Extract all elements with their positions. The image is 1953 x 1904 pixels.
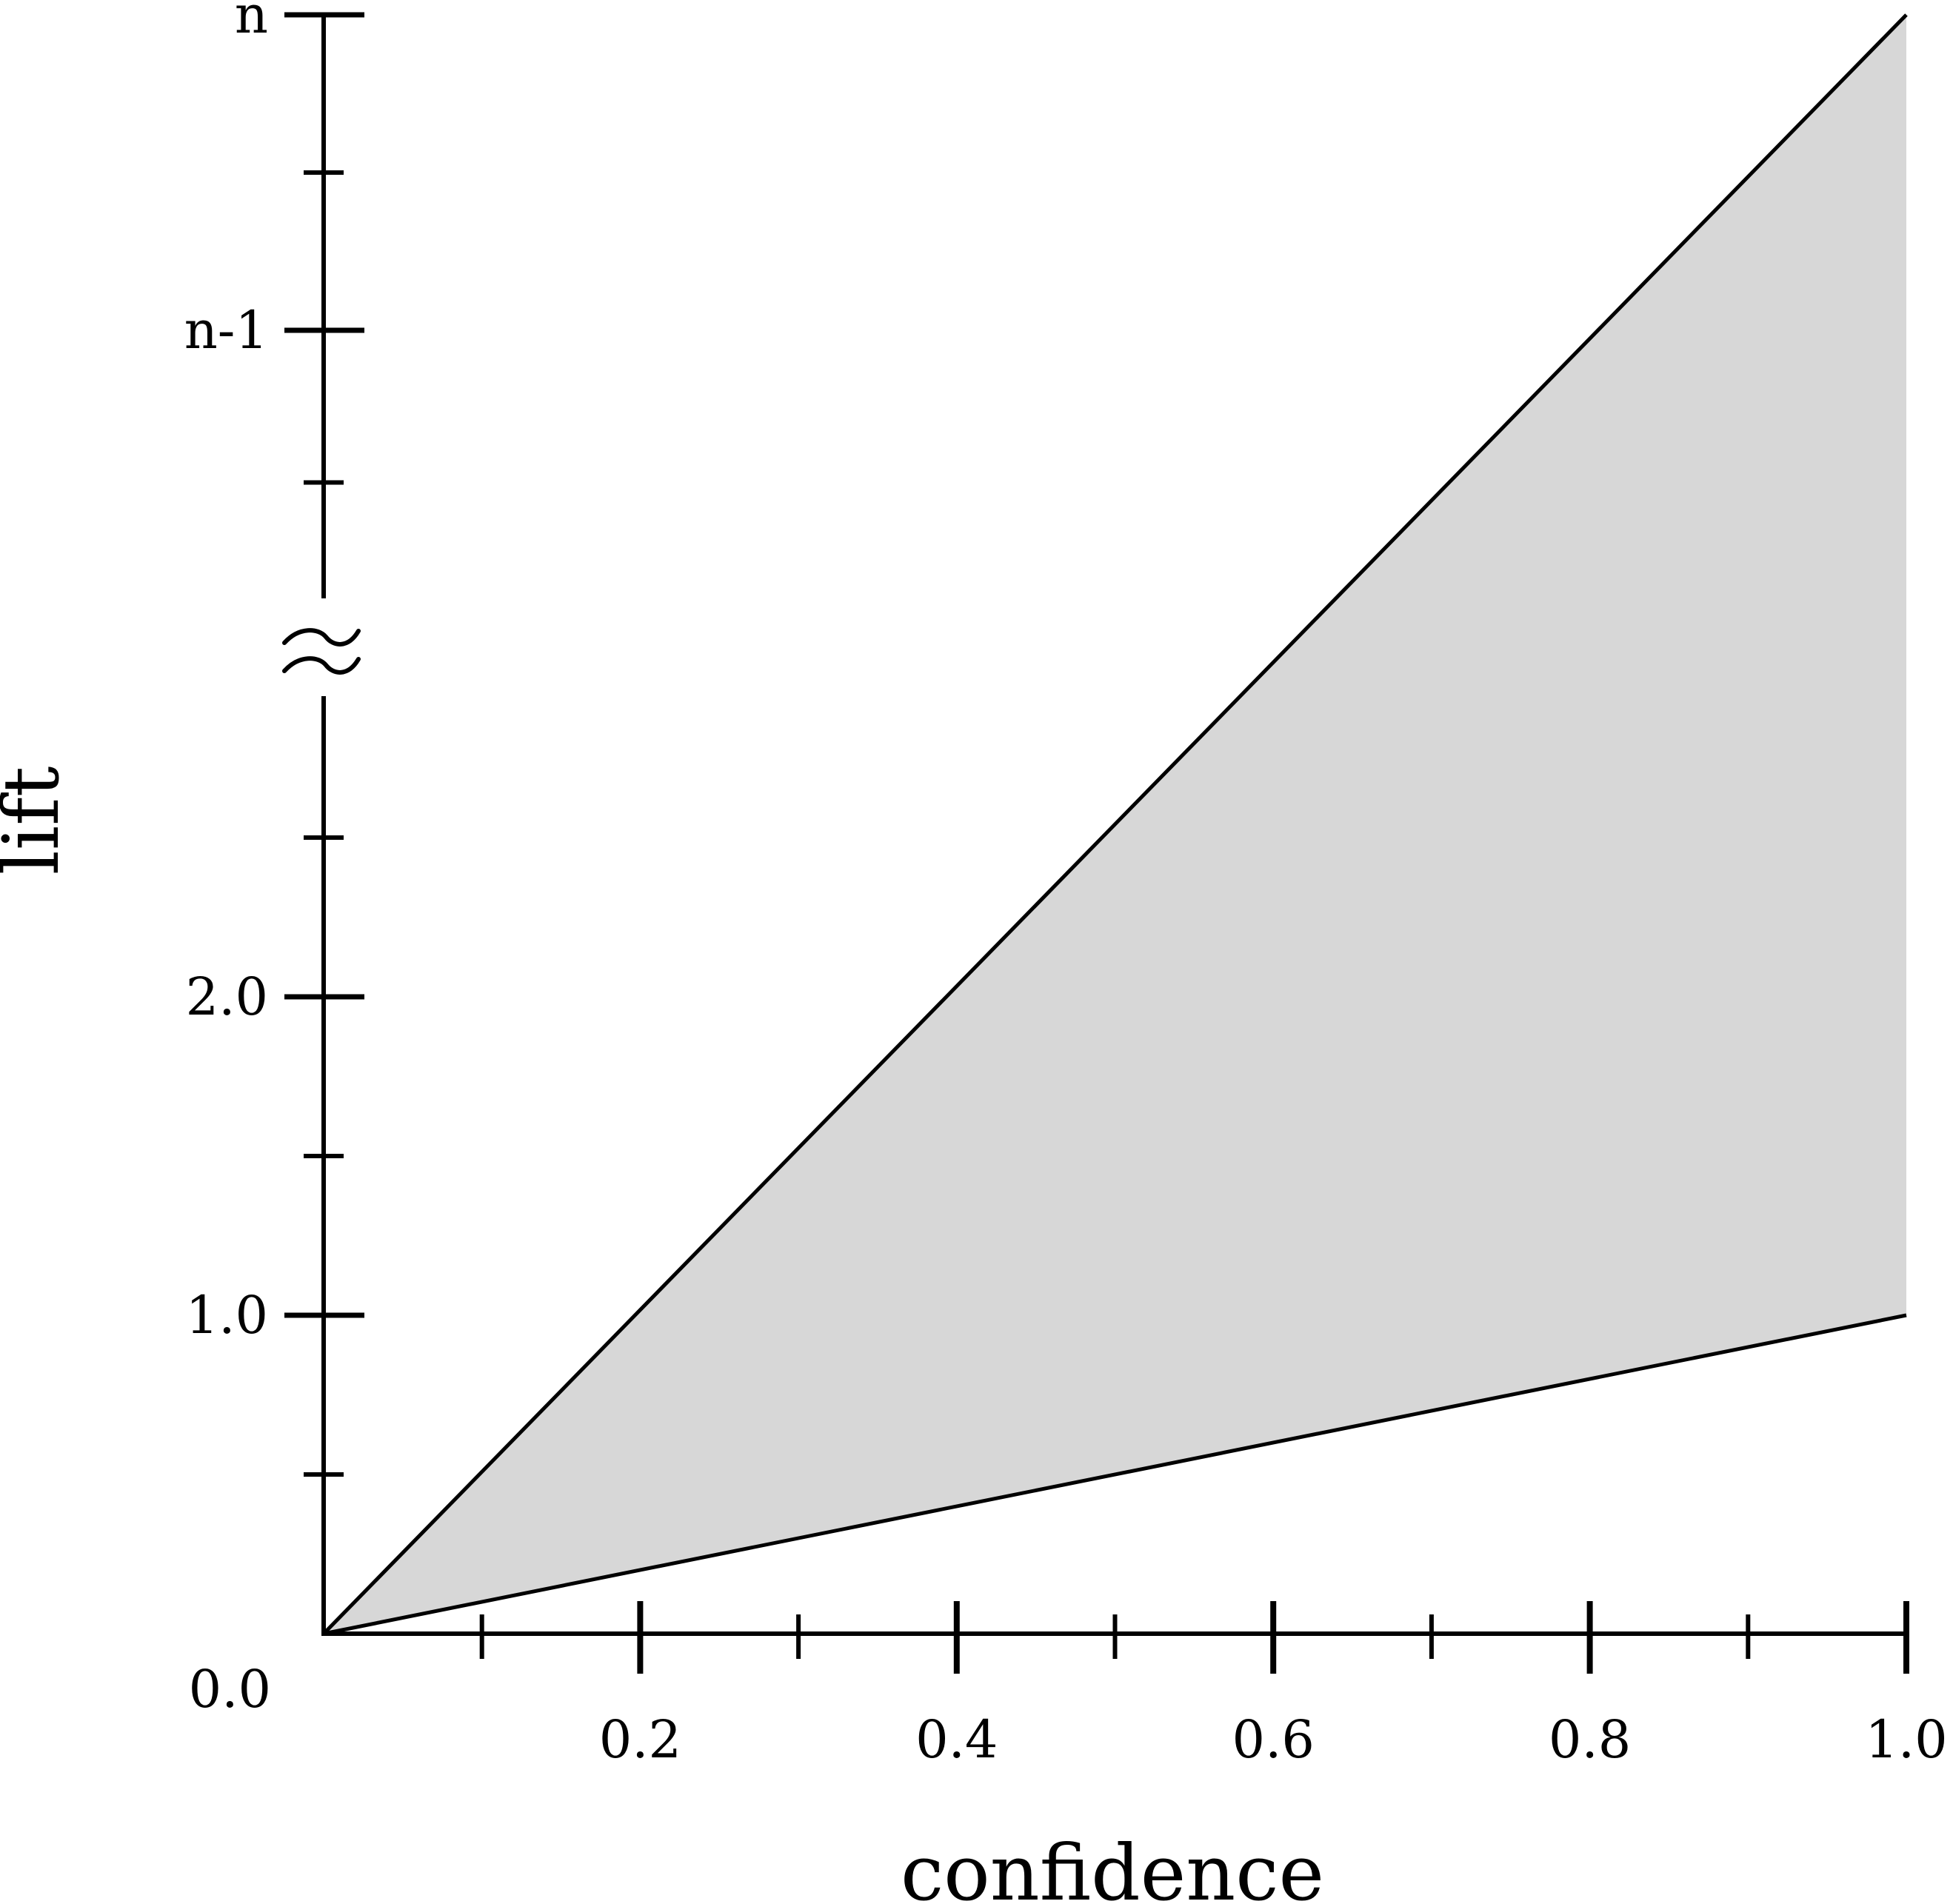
x-tick-label: 0.2 <box>599 1709 681 1770</box>
upper-bound-line <box>322 13 1908 1635</box>
x-tick-label: 0.4 <box>915 1709 998 1770</box>
x-axis-title: confidence <box>901 1828 1324 1904</box>
axes-layer <box>282 12 1909 1674</box>
y-axis-title: lift <box>0 766 76 875</box>
lower-bound-line <box>323 1313 1907 1636</box>
axis-break-mark <box>282 628 361 647</box>
axis-break-mark <box>282 656 361 675</box>
y-tick-label: 2.0 <box>186 966 268 1027</box>
x-tick-label: 0.8 <box>1549 1709 1631 1770</box>
origin-label: 0.0 <box>189 1659 271 1720</box>
y-tick-label: n-1 <box>184 300 268 361</box>
y-tick-label: n <box>235 0 268 45</box>
tick-label-layer: 1.0 2.0 n-1 n 0.0 0.2 0.4 0.6 0.8 1.0 <box>184 0 1948 1770</box>
x-tick-label: 0.6 <box>1232 1709 1315 1770</box>
y-tick-label: 1.0 <box>186 1285 268 1346</box>
series-line-layer <box>322 13 1908 1636</box>
x-tick-label: 1.0 <box>1865 1709 1947 1770</box>
